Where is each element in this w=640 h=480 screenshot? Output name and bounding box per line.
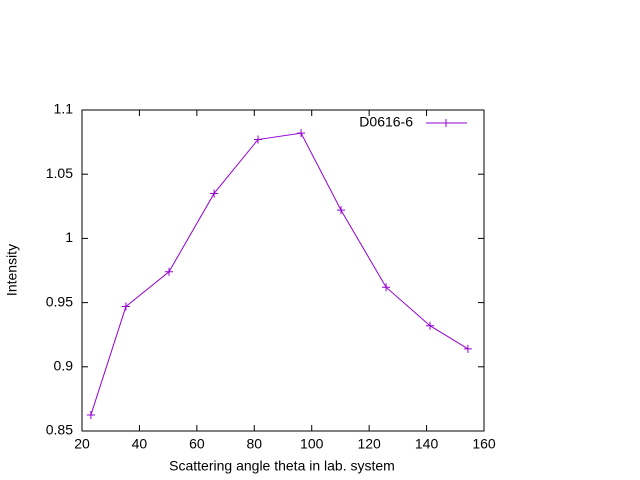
x-tick-label: 140 xyxy=(415,436,439,452)
legend-marker xyxy=(442,119,450,127)
y-tick-label: 0.9 xyxy=(54,358,74,374)
data-point xyxy=(426,321,435,330)
x-tick-label: 120 xyxy=(357,436,381,452)
x-tick-label: 160 xyxy=(472,436,496,452)
y-tick-label: 1 xyxy=(65,229,73,245)
data-point xyxy=(210,189,219,198)
x-tick-label: 100 xyxy=(300,436,324,452)
data-point xyxy=(86,410,95,419)
y-tick-label: 1.05 xyxy=(46,165,73,181)
data-line xyxy=(90,132,469,416)
data-point xyxy=(165,267,174,276)
data-point xyxy=(254,135,263,144)
plot-frame xyxy=(81,109,485,432)
data-point xyxy=(337,206,346,215)
y-tick-label: 1.1 xyxy=(54,101,74,117)
data-point xyxy=(382,283,391,292)
data-point xyxy=(121,302,130,311)
data-point xyxy=(463,344,472,353)
y-axis-label: Intensity xyxy=(4,244,20,296)
x-tick-label: 40 xyxy=(132,436,148,452)
y-tick-label: 0.85 xyxy=(46,422,73,438)
x-tick-label: 60 xyxy=(189,436,205,452)
legend-label: D0616-6 xyxy=(359,114,413,130)
x-axis-label: Scattering angle theta in lab. system xyxy=(169,458,395,474)
y-tick-label: 0.95 xyxy=(46,293,73,309)
data-point xyxy=(297,129,306,138)
x-tick-label: 80 xyxy=(246,436,262,452)
x-tick-label: 20 xyxy=(74,436,90,452)
